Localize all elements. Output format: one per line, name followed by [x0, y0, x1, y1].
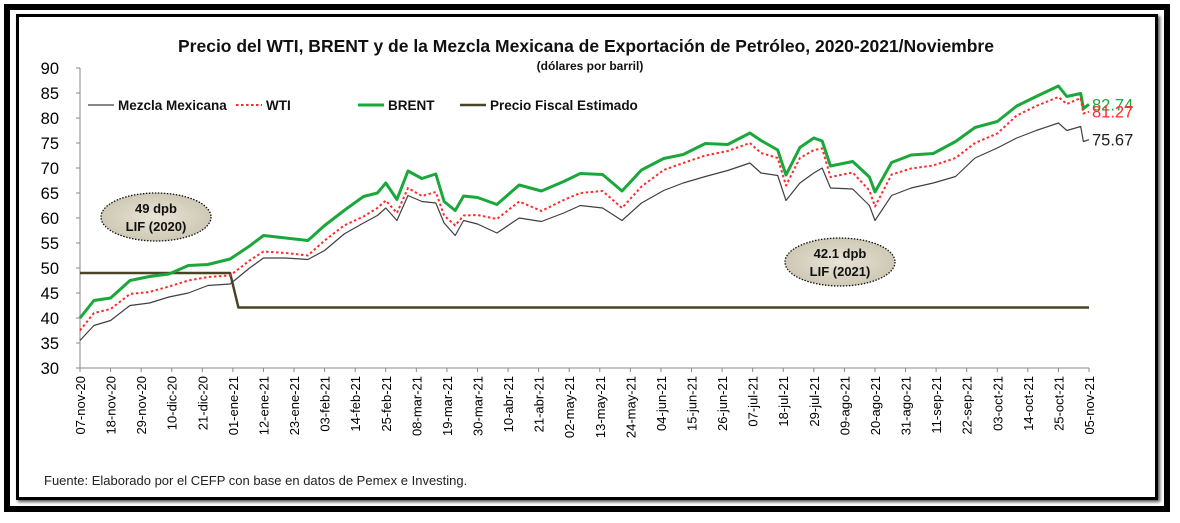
series-line-brent: [78, 84, 1090, 319]
y-tick-label: 90: [41, 60, 59, 78]
y-tick-label: 65: [41, 185, 59, 203]
annotation-value: 49 dpb: [135, 201, 177, 216]
outer-frame: [4, 4, 1170, 512]
x-tick-label: 20-ago-21: [868, 376, 883, 435]
x-tick-label: 10-abr-21: [501, 376, 516, 432]
x-tick-label: 03-feb-21: [318, 376, 333, 432]
x-tick-label: 09-ago-21: [837, 376, 852, 435]
x-tick-label: 26-jun-21: [715, 376, 730, 431]
x-tick-label: 13-may-21: [593, 376, 608, 438]
x-tick-label: 25-oct-21: [1051, 376, 1066, 431]
y-tick-label: 30: [41, 360, 59, 378]
x-tick-label: 10-dic-20: [165, 376, 180, 430]
legend-label: Mezcla Mexicana: [118, 98, 227, 113]
x-tick-label: 04-jun-21: [654, 376, 669, 431]
annotation-label: LIF (2021): [810, 264, 871, 279]
y-tick-label: 60: [41, 210, 59, 228]
x-tick-label: 07-jul-21: [746, 376, 761, 427]
x-tick-label: 14-feb-21: [348, 376, 363, 432]
x-tick-label: 05-nov-21: [1082, 376, 1097, 435]
series-line-wti: [79, 96, 1090, 332]
y-tick-label: 55: [41, 235, 59, 253]
y-tick-label: 40: [41, 310, 59, 328]
x-tick-label: 23-ene-21: [287, 376, 302, 435]
x-tick-label: 11-sep-21: [929, 376, 944, 434]
legend-label: BRENT: [388, 98, 435, 113]
x-tick-label: 07-nov-20: [73, 376, 88, 435]
x-tick-label: 14-oct-21: [1021, 376, 1036, 431]
end-value-label: 81.27: [1092, 104, 1133, 122]
chart-title: Precio del WTI, BRENT y de la Mezcla Mex…: [178, 36, 994, 56]
series-line-precio-fiscal-estimado: [80, 271, 1089, 309]
y-tick-label: 45: [41, 285, 59, 303]
x-tick-label: 03-oct-21: [990, 376, 1005, 431]
x-tick-label: 18-jul-21: [776, 376, 791, 427]
x-tick-label: 22-sep-21: [960, 376, 975, 435]
y-tick-label: 80: [41, 110, 59, 128]
y-tick-label: 35: [41, 335, 59, 353]
x-tick-label: 18-nov-20: [104, 376, 119, 435]
y-tick-label: 75: [41, 135, 59, 153]
annotation-value: 42.1 dpb: [814, 246, 867, 261]
annotation-bubble: [100, 192, 212, 242]
x-tick-label: 02-may-21: [562, 376, 577, 438]
x-tick-label: 08-mar-21: [409, 376, 424, 436]
chart-subtitle: (dólares por barril): [537, 59, 644, 73]
x-tick-label: 29-nov-20: [134, 376, 149, 435]
y-tick-label: 70: [41, 160, 59, 178]
y-tick-label: 85: [41, 85, 59, 103]
x-tick-label: 25-feb-21: [379, 376, 394, 432]
x-tick-label: 24-may-21: [623, 376, 638, 438]
x-tick-label: 29-jul-21: [807, 376, 822, 427]
end-value-label: 75.67: [1092, 132, 1133, 150]
x-tick-label: 21-dic-20: [195, 376, 210, 430]
inner-frame: [16, 14, 1158, 500]
x-tick-label: 12-ene-21: [256, 376, 271, 435]
x-tick-label: 01-ene-21: [226, 376, 241, 435]
legend-label: Precio Fiscal Estimado: [490, 98, 638, 113]
series-line-mezcla-mexicana: [79, 122, 1090, 341]
x-tick-label: 30-mar-21: [470, 376, 485, 436]
x-tick-label: 19-mar-21: [440, 376, 455, 436]
end-value-label: 82.74: [1092, 96, 1133, 114]
x-tick-label: 15-jun-21: [685, 376, 700, 431]
legend-label: WTI: [266, 98, 291, 113]
annotation-label: LIF (2020): [126, 219, 187, 234]
y-tick-label: 50: [41, 260, 59, 278]
x-tick-label: 31-ago-21: [899, 376, 914, 435]
annotation-bubble: [784, 237, 896, 287]
x-tick-label: 21-abr-21: [532, 376, 547, 432]
source-note: Fuente: Elaborado por el CEFP con base e…: [44, 473, 468, 488]
